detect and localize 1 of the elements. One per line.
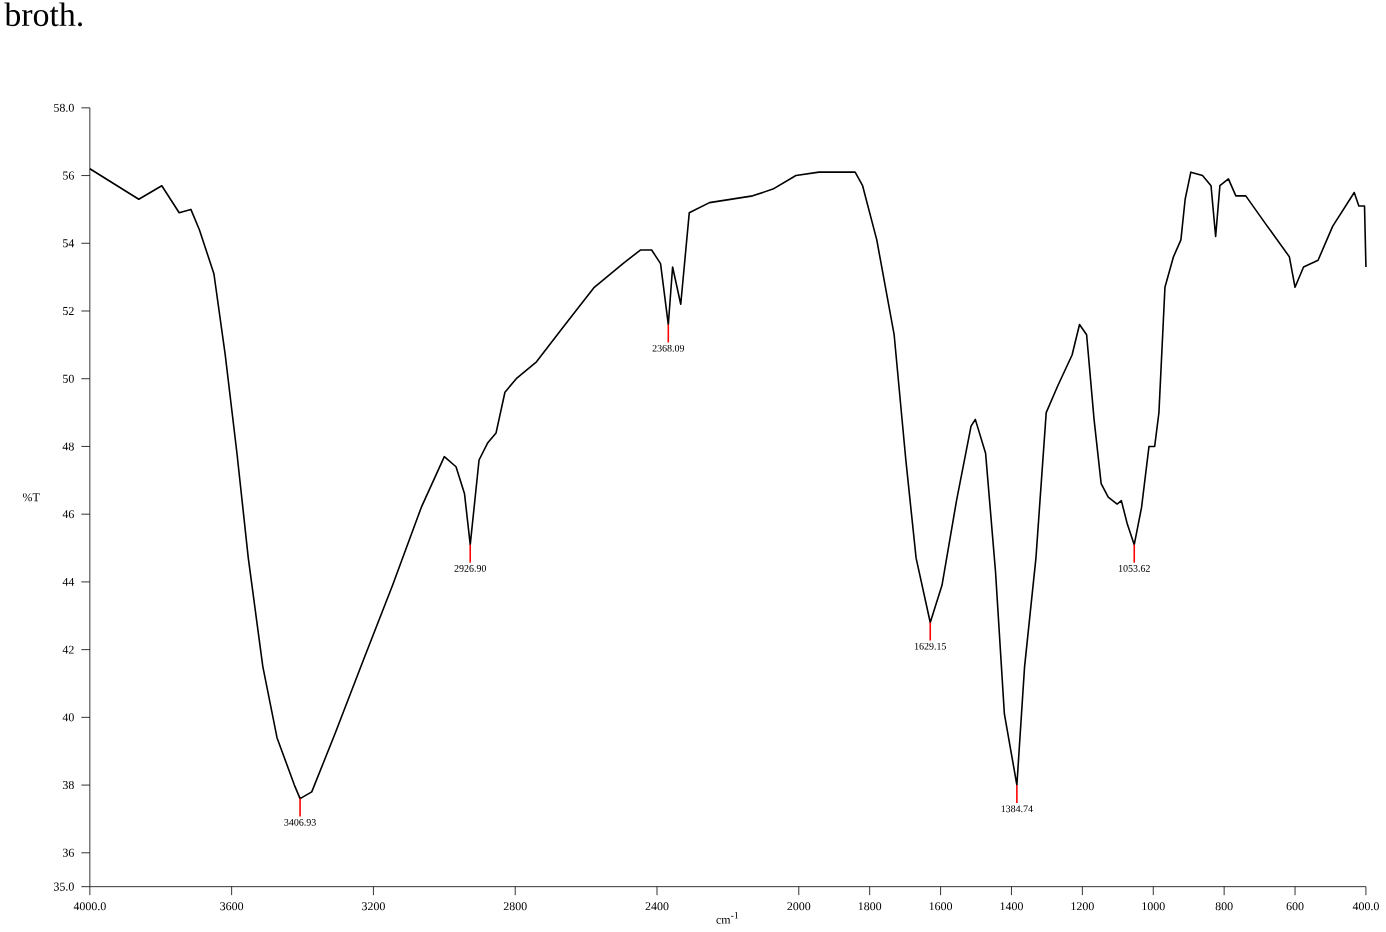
text: broth. xyxy=(4,2,83,27)
